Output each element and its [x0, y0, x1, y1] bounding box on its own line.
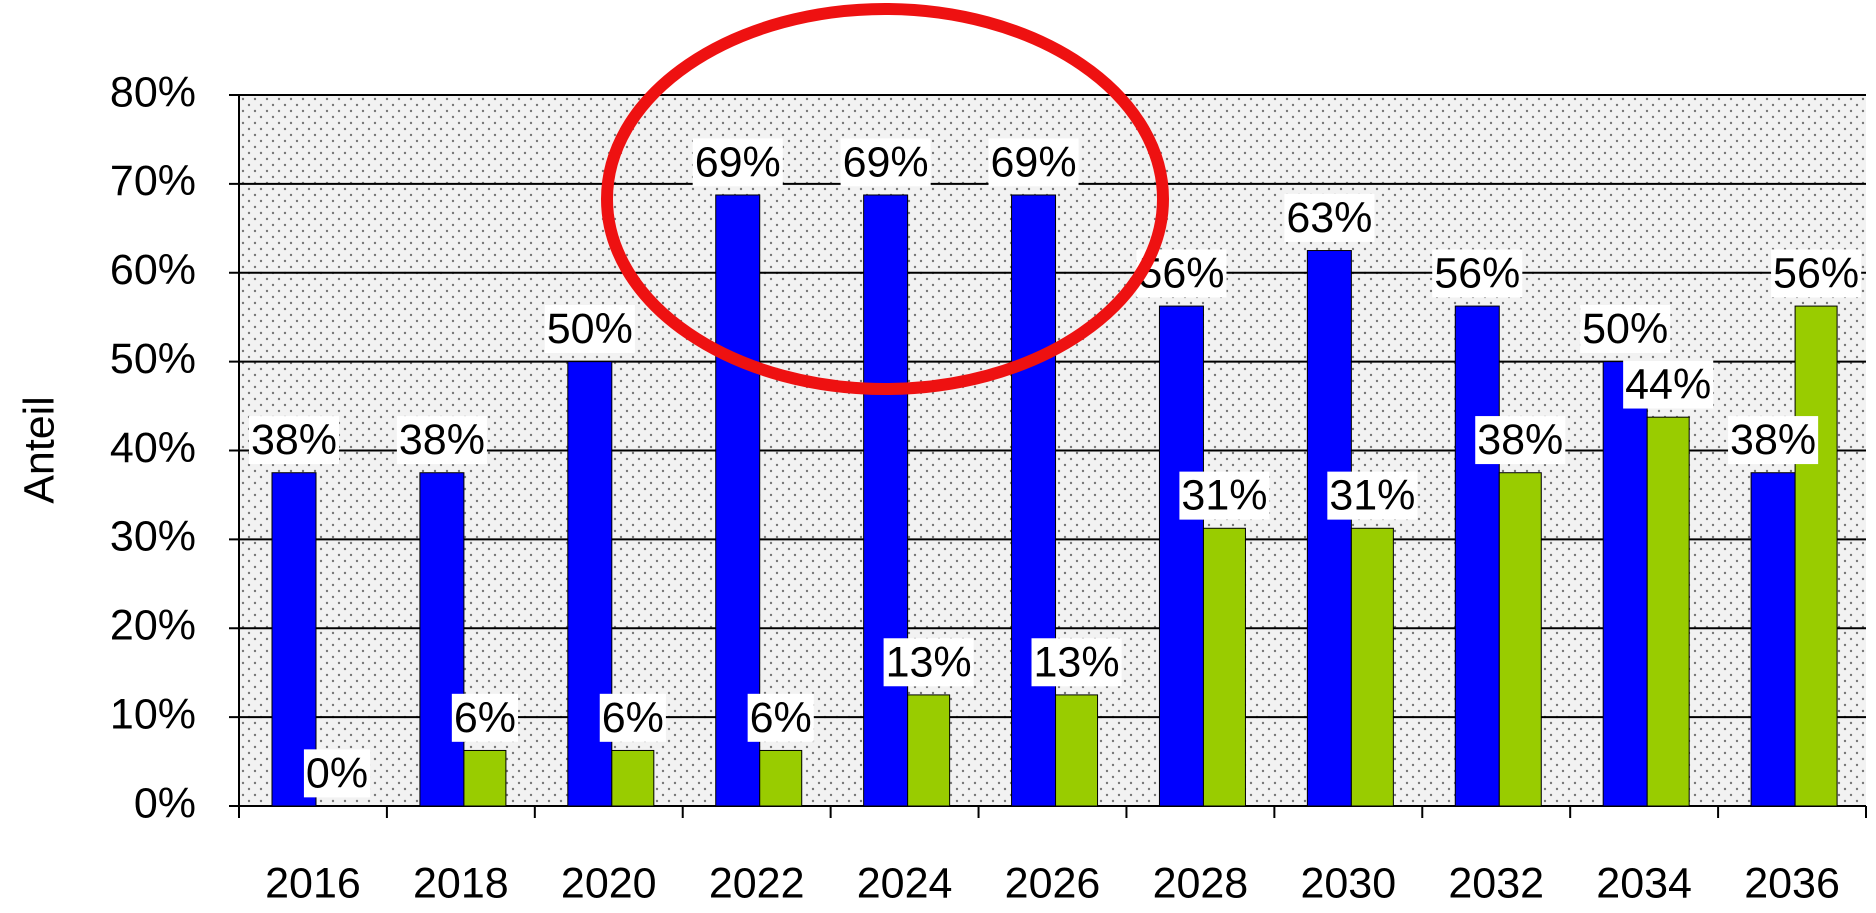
y-tick-label: 40% — [110, 424, 196, 472]
data-label: 69% — [695, 138, 781, 186]
data-label: 50% — [1582, 305, 1668, 353]
x-tick-label: 2030 — [1300, 859, 1396, 907]
bar — [1646, 416, 1690, 807]
data-label-bg — [1475, 416, 1566, 465]
data-label-bg — [840, 138, 931, 187]
data-label: 50% — [547, 305, 633, 353]
x-tick-label: 2036 — [1744, 859, 1840, 907]
highlight-ellipse — [601, 3, 1169, 395]
data-label-bg — [248, 416, 340, 465]
bar — [1158, 305, 1204, 807]
data-label: 0% — [306, 749, 368, 797]
x-tick-label: 2034 — [1596, 859, 1692, 907]
data-label-bg — [1771, 249, 1862, 298]
x-tick-label: 2016 — [265, 859, 361, 907]
data-label-bg — [1031, 638, 1122, 687]
y-tick-label: 50% — [110, 335, 196, 383]
data-label: 44% — [1625, 361, 1711, 409]
data-label-bg — [396, 416, 487, 465]
bar — [863, 194, 909, 807]
data-label: 13% — [886, 638, 972, 686]
data-label-bg — [599, 693, 666, 742]
x-tick-label: 2020 — [561, 859, 657, 907]
bar — [1750, 472, 1796, 807]
y-tick-label: 0% — [134, 779, 196, 827]
y-tick-label: 80% — [110, 68, 196, 116]
data-label-bg — [1284, 193, 1375, 242]
bar — [1011, 194, 1057, 807]
x-tick-label: 2028 — [1153, 859, 1249, 907]
bar — [759, 749, 803, 807]
bar — [1794, 305, 1838, 807]
bar — [1602, 361, 1648, 807]
bar — [1202, 527, 1246, 807]
data-label: 69% — [991, 138, 1077, 186]
bar — [1350, 527, 1394, 807]
data-label-bg — [544, 304, 635, 353]
x-tick-label: 2032 — [1448, 859, 1544, 907]
bar — [907, 694, 951, 807]
data-label: 6% — [602, 694, 664, 742]
x-tick-label: 2018 — [413, 859, 509, 907]
data-label: 56% — [1434, 249, 1520, 297]
bar — [1498, 472, 1542, 807]
data-label: 69% — [843, 138, 929, 186]
data-label: 31% — [1329, 472, 1415, 520]
data-label: 13% — [1034, 638, 1120, 686]
data-label: 56% — [1773, 249, 1859, 297]
data-label-bg — [883, 638, 974, 687]
x-tick-label: 2022 — [709, 859, 805, 907]
bar — [1454, 305, 1500, 807]
data-label-bg — [988, 138, 1079, 187]
data-label: 38% — [399, 416, 485, 464]
x-tick-label: 2024 — [857, 859, 953, 907]
data-label-bg — [1580, 304, 1671, 353]
y-tick-label: 70% — [110, 157, 196, 205]
bar — [1306, 250, 1352, 807]
data-label-bg — [303, 749, 371, 798]
plot-layer: 0% 10% 20% 30% 40% 50% 60% 70% 80% 2016 2018 2020 20… — [110, 68, 1867, 907]
data-label: 31% — [1181, 472, 1267, 520]
data-label-bg — [747, 693, 814, 742]
data-label: 6% — [750, 694, 812, 742]
bar — [463, 749, 507, 807]
y-axis-label: Anteil — [15, 396, 63, 504]
data-label-bg — [692, 138, 783, 187]
y-tick-label: 20% — [110, 602, 196, 650]
y-tick-label: 60% — [110, 246, 196, 294]
data-label: 6% — [454, 694, 516, 742]
data-label: 38% — [251, 416, 337, 464]
data-label-bg — [1327, 471, 1418, 520]
data-label-bg — [1432, 249, 1523, 298]
data-label: 63% — [1286, 194, 1372, 242]
bar — [419, 472, 465, 807]
data-label: 38% — [1730, 416, 1816, 464]
y-tick-label: 30% — [110, 513, 196, 561]
data-label-bg — [1623, 360, 1714, 409]
bar — [1055, 694, 1099, 807]
data-label-bg — [1728, 416, 1819, 465]
bar — [611, 749, 655, 807]
data-label-bg — [451, 693, 518, 742]
y-tick-label: 10% — [110, 690, 196, 738]
data-label-bg — [1179, 471, 1270, 520]
data-label: 38% — [1477, 416, 1563, 464]
x-tick-label: 2026 — [1005, 859, 1101, 907]
